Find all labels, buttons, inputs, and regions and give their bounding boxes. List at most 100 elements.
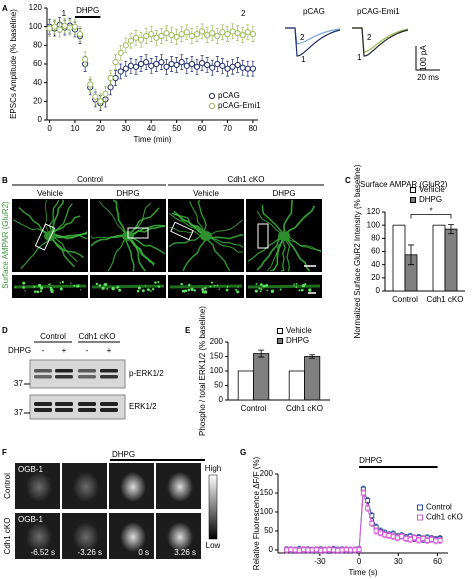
condition-label: Vehicle (193, 189, 219, 198)
puncta (259, 290, 262, 293)
band (100, 402, 118, 406)
data-point (158, 32, 165, 40)
dendrite (168, 235, 207, 248)
data-point (244, 29, 251, 36)
roi-box (170, 221, 194, 241)
data-point (193, 31, 201, 38)
bar (288, 370, 305, 401)
dendrite (182, 235, 207, 272)
data-point (420, 536, 426, 542)
data-point (143, 59, 150, 66)
dendrite (49, 231, 88, 239)
band (78, 369, 96, 373)
data-point (318, 547, 324, 553)
puncta (204, 286, 207, 290)
legend-swatch (417, 504, 423, 511)
x-tick-label: 30 (121, 124, 130, 133)
panel-label: F (2, 448, 7, 457)
puncta (101, 286, 105, 290)
dendrite (127, 207, 160, 237)
dye-label: OGB-1 (18, 465, 43, 474)
x-tick-label: 80 (248, 124, 257, 133)
y-tick-label: 40 (33, 78, 42, 87)
error-bar (408, 244, 414, 266)
dendrite (283, 235, 322, 252)
data-point (137, 36, 145, 43)
bar (392, 224, 406, 292)
data-point (193, 63, 201, 70)
puncta (70, 282, 72, 284)
puncta (151, 287, 155, 291)
puncta (184, 289, 188, 293)
data-point (204, 61, 211, 69)
cell-signal (120, 472, 146, 502)
puncta (210, 281, 213, 284)
puncta (237, 286, 239, 288)
y-tick-label: 40 (371, 260, 380, 269)
dendrite (98, 201, 129, 237)
x-tick-label: 0 (357, 557, 362, 566)
cell-signal (167, 472, 193, 502)
soma (200, 231, 212, 241)
data-point (390, 534, 396, 540)
data-point (339, 547, 345, 553)
annotation: 1 (62, 9, 67, 18)
band (34, 375, 52, 379)
y-tick-label: 120 (367, 207, 381, 216)
color-bar (208, 474, 218, 540)
data-point (369, 520, 375, 526)
x-tick-label: 10 (71, 124, 80, 133)
data-point (305, 547, 311, 553)
roi-box (34, 223, 56, 251)
band (100, 369, 118, 373)
data-point (424, 537, 430, 543)
dendrite-strip (91, 284, 165, 289)
data-point (127, 62, 134, 69)
data-point (433, 538, 439, 544)
data-point (249, 31, 257, 38)
y-axis-label: Relative Fluorescence ΔF/F (%) (252, 456, 261, 570)
treatment-label: DHPG (112, 450, 135, 459)
dendrite (48, 199, 60, 237)
data-point (163, 63, 170, 70)
data-point (183, 62, 190, 69)
bar (444, 228, 458, 292)
puncta (98, 284, 102, 287)
panel-label: C (345, 176, 351, 185)
x-tick-label: 50 (172, 124, 181, 133)
puncta (255, 282, 258, 285)
band (100, 375, 118, 379)
data-point (209, 64, 216, 71)
sign: + (62, 346, 67, 355)
y-tick-label: 60 (33, 59, 42, 68)
dendrite (127, 235, 156, 265)
puncta (48, 283, 50, 286)
trace (352, 27, 409, 57)
data-point (224, 65, 231, 72)
puncta (216, 284, 219, 287)
significance-label: * (429, 207, 432, 216)
cell-signal (73, 522, 99, 552)
data-point (148, 62, 155, 69)
puncta (157, 280, 160, 284)
y-tick-label: 100 (210, 366, 224, 375)
data-point (234, 30, 241, 37)
bar (253, 353, 270, 401)
data-point (296, 547, 302, 553)
y-tick-label: 20 (33, 96, 42, 105)
data-point (127, 37, 134, 44)
data-point (198, 28, 206, 35)
legend-label: DHPG (286, 336, 309, 345)
dendrite (49, 234, 88, 240)
legend-swatch (277, 338, 283, 344)
legend-label: Control (426, 503, 452, 512)
data-point (168, 60, 175, 68)
dendrite (12, 219, 51, 237)
y-tick-label: 100 (260, 507, 274, 516)
data-point (224, 31, 231, 38)
puncta (266, 289, 269, 292)
y-tick-label: 150 (260, 488, 274, 497)
trace-label: pCAG (303, 7, 325, 16)
data-point (239, 64, 246, 71)
